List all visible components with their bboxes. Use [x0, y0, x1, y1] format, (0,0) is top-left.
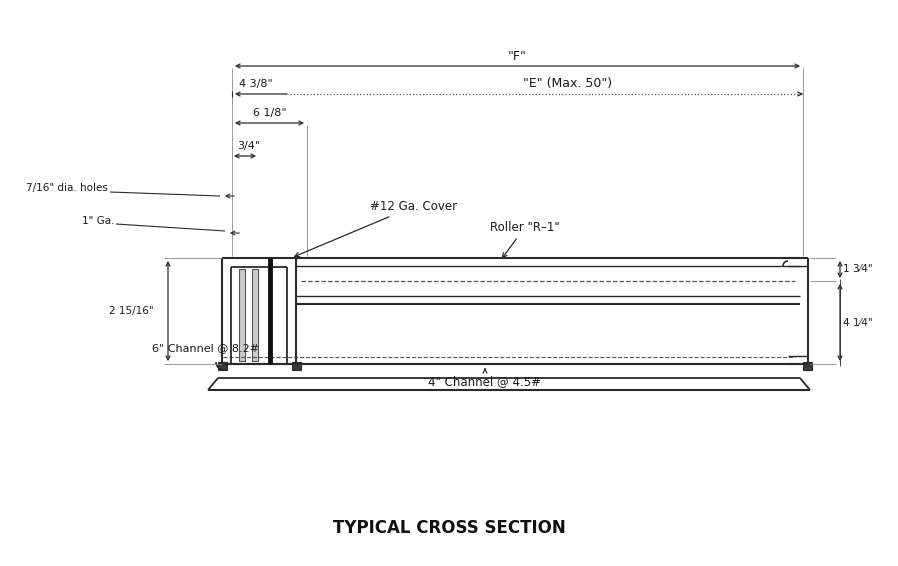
Text: 2 15/16": 2 15/16": [110, 306, 154, 316]
Text: 6 1/8": 6 1/8": [252, 108, 286, 118]
Text: 7/16" dia. holes: 7/16" dia. holes: [26, 183, 108, 193]
Bar: [252, 269, 258, 361]
Text: 3/4": 3/4": [237, 141, 260, 151]
Bar: [239, 269, 245, 361]
Text: TYPICAL CROSS SECTION: TYPICAL CROSS SECTION: [332, 519, 566, 537]
Text: 1 3⁄4": 1 3⁄4": [843, 264, 873, 275]
Text: "E" (Max. 50"): "E" (Max. 50"): [523, 78, 612, 91]
Text: 4 3/8": 4 3/8": [239, 79, 273, 89]
Text: 1" Ga.: 1" Ga.: [83, 216, 115, 226]
Bar: [292, 362, 301, 370]
Text: 4" Channel @ 4.5#: 4" Channel @ 4.5#: [428, 375, 541, 388]
Text: #12 Ga. Cover: #12 Ga. Cover: [295, 200, 457, 257]
Text: Roller "R–1": Roller "R–1": [490, 221, 559, 258]
Text: 6" Channel @ 8.2#: 6" Channel @ 8.2#: [152, 343, 260, 353]
Bar: [218, 362, 227, 370]
Text: 4 1⁄4": 4 1⁄4": [843, 318, 873, 328]
Bar: [803, 362, 812, 370]
Text: "F": "F": [508, 49, 527, 62]
